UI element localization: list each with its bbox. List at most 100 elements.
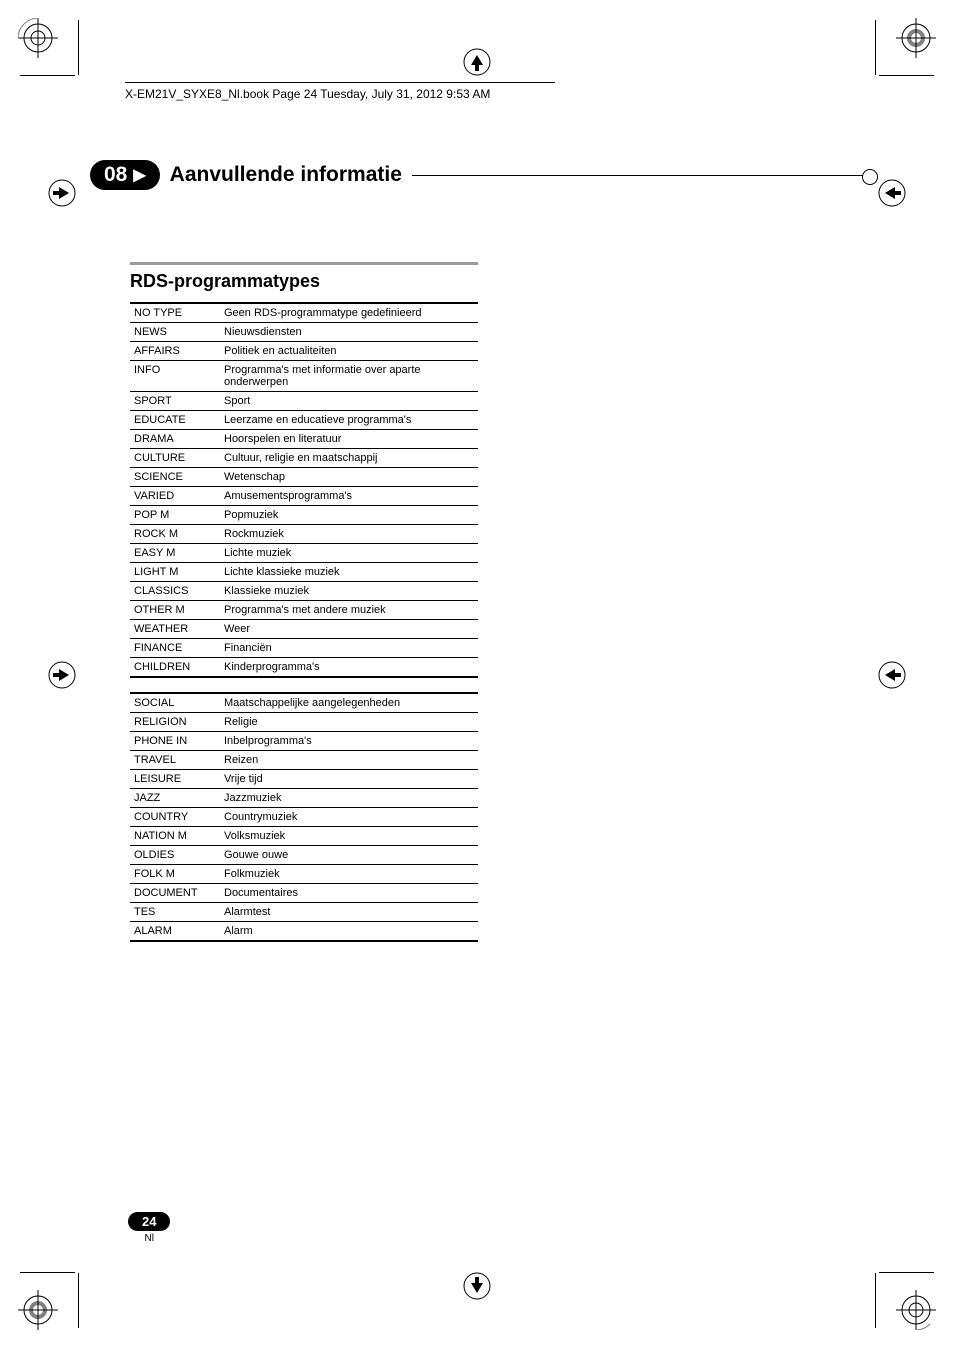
table-row: DOCUMENTDocumentaires (130, 884, 478, 903)
page-language: Nl (128, 1233, 170, 1244)
pty-code: ROCK M (130, 525, 220, 544)
pty-description: Maatschappelijke aangelegenheden (220, 693, 478, 713)
pty-description: Hoorspelen en literatuur (220, 430, 478, 449)
chapter-arrow-icon: ▶ (133, 165, 145, 185)
table-row: POP MPopmuziek (130, 506, 478, 525)
pty-description: Rockmuziek (220, 525, 478, 544)
pty-description: Nieuwsdiensten (220, 323, 478, 342)
crop-arrow-bottom-mid (462, 1271, 492, 1301)
table-row: OLDIESGouwe ouwe (130, 846, 478, 865)
pty-description: Programma's met informatie over aparte o… (220, 361, 478, 392)
registration-mark-br (896, 1290, 936, 1330)
chapter-number-pill: 08 ▶ (90, 160, 160, 190)
pty-code: RELIGION (130, 713, 220, 732)
pty-code: VARIED (130, 487, 220, 506)
table-row: EDUCATELeerzame en educatieve programma'… (130, 411, 478, 430)
table-row: DRAMAHoorspelen en literatuur (130, 430, 478, 449)
pty-code: CHILDREN (130, 658, 220, 678)
table-row: AFFAIRSPolitiek en actualiteiten (130, 342, 478, 361)
pty-code: SPORT (130, 392, 220, 411)
pty-description: Gouwe ouwe (220, 846, 478, 865)
table-row: JAZZJazzmuziek (130, 789, 478, 808)
pty-description: Politiek en actualiteiten (220, 342, 478, 361)
pty-code: POP M (130, 506, 220, 525)
table-row: CHILDRENKinderprogramma's (130, 658, 478, 678)
pty-code: CLASSICS (130, 582, 220, 601)
table-row: NO TYPEGeen RDS-programmatype gedefiniee… (130, 303, 478, 323)
table-row: SOCIALMaatschappelijke aangelegenheden (130, 693, 478, 713)
pty-code: NATION M (130, 827, 220, 846)
pty-code: FINANCE (130, 639, 220, 658)
pty-code: EDUCATE (130, 411, 220, 430)
pty-code: NO TYPE (130, 303, 220, 323)
table-row: VARIEDAmusementsprogramma's (130, 487, 478, 506)
pty-description: Amusementsprogramma's (220, 487, 478, 506)
table-row: LEISUREVrije tijd (130, 770, 478, 789)
crop-line (879, 1272, 934, 1273)
table-row: NATION MVolksmuziek (130, 827, 478, 846)
pty-code: TES (130, 903, 220, 922)
pty-code: LEISURE (130, 770, 220, 789)
crop-arrow-top-mid (462, 47, 492, 77)
pty-description: Alarm (220, 922, 478, 942)
crop-arrow-left-top (47, 178, 77, 208)
crop-line (20, 75, 75, 76)
table-row: LIGHT MLichte klassieke muziek (130, 563, 478, 582)
table-row: FINANCEFinanciën (130, 639, 478, 658)
pty-code: FOLK M (130, 865, 220, 884)
chapter-number: 08 (104, 163, 127, 187)
pty-description: Volksmuziek (220, 827, 478, 846)
crop-line (78, 20, 79, 75)
pty-code: ALARM (130, 922, 220, 942)
pty-description: Financiën (220, 639, 478, 658)
registration-mark-tr (896, 18, 936, 58)
pty-description: Jazzmuziek (220, 789, 478, 808)
pty-description: Programma's met andere muziek (220, 601, 478, 620)
pty-description: Cultuur, religie en maatschappij (220, 449, 478, 468)
pty-description: Countrymuziek (220, 808, 478, 827)
pty-description: Popmuziek (220, 506, 478, 525)
pty-description: Klassieke muziek (220, 582, 478, 601)
crop-line (875, 20, 876, 75)
page-number: 24 (128, 1212, 170, 1231)
pty-code: OTHER M (130, 601, 220, 620)
pty-description: Documentaires (220, 884, 478, 903)
pty-description: Inbelprogramma's (220, 732, 478, 751)
pty-description: Lichte klassieke muziek (220, 563, 478, 582)
pty-code: WEATHER (130, 620, 220, 639)
crop-line (875, 1273, 876, 1328)
crop-line (20, 1272, 75, 1273)
pty-description: Sport (220, 392, 478, 411)
crop-line (78, 1273, 79, 1328)
pty-description: Leerzame en educatieve programma's (220, 411, 478, 430)
pty-description: Vrije tijd (220, 770, 478, 789)
registration-mark-tl (18, 18, 58, 58)
table-row: WEATHERWeer (130, 620, 478, 639)
chapter-title: Aanvullende informatie (160, 160, 418, 190)
crop-arrow-right-top (877, 178, 907, 208)
pty-code: AFFAIRS (130, 342, 220, 361)
chapter-rule (412, 175, 864, 176)
book-path-header: X-EM21V_SYXE8_Nl.book Page 24 Tuesday, J… (125, 82, 555, 101)
pty-code: EASY M (130, 544, 220, 563)
section-rds-types: RDS-programmatypes NO TYPEGeen RDS-progr… (130, 262, 478, 942)
table-row: CLASSICSKlassieke muziek (130, 582, 478, 601)
rds-types-table-2: SOCIALMaatschappelijke aangelegenhedenRE… (130, 692, 478, 942)
table-row: ROCK MRockmuziek (130, 525, 478, 544)
pty-code: JAZZ (130, 789, 220, 808)
table-row: NEWSNieuwsdiensten (130, 323, 478, 342)
pty-code: COUNTRY (130, 808, 220, 827)
table-row: PHONE INInbelprogramma's (130, 732, 478, 751)
table-row: ALARMAlarm (130, 922, 478, 942)
pty-code: OLDIES (130, 846, 220, 865)
table-row: SCIENCEWetenschap (130, 468, 478, 487)
rds-types-table-1: NO TYPEGeen RDS-programmatype gedefiniee… (130, 302, 478, 678)
table-row: TESAlarmtest (130, 903, 478, 922)
table-row: SPORTSport (130, 392, 478, 411)
pty-description: Lichte muziek (220, 544, 478, 563)
pty-code: PHONE IN (130, 732, 220, 751)
table-row: COUNTRYCountrymuziek (130, 808, 478, 827)
pty-code: TRAVEL (130, 751, 220, 770)
pty-description: Geen RDS-programmatype gedefinieerd (220, 303, 478, 323)
chapter-header: 08 ▶ Aanvullende informatie (90, 160, 864, 190)
